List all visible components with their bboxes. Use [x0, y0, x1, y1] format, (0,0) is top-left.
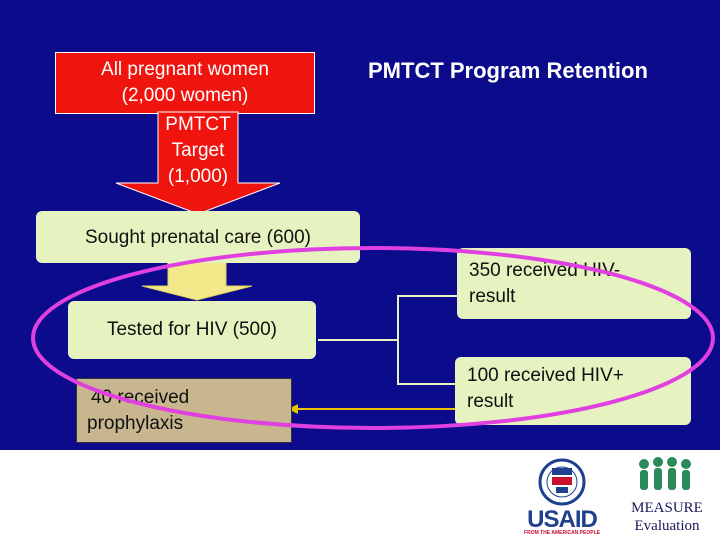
hiv-positive-box: 100 received HIV+ result [455, 357, 691, 425]
positive-line1: 100 received HIV+ [467, 365, 624, 386]
hiv-negative-box: 350 received HIV- result [457, 248, 691, 319]
usaid-seal-icon [538, 458, 586, 506]
target-label: PMTCT Target (1,000) [158, 112, 238, 190]
tested-hiv-box: Tested for HIV (500) [68, 301, 316, 359]
prophylaxis-box: 40 received prophylaxis [76, 378, 292, 443]
target-line1: PMTCT [165, 114, 231, 135]
connector-to-positive [397, 340, 456, 385]
prophylaxis-line2: prophylaxis [87, 413, 184, 434]
negative-line2: result [469, 286, 516, 307]
measure-word: MEASURE [631, 500, 703, 516]
sought-to-tested-arrow [141, 261, 253, 301]
footer: USAID FROM THE AMERICAN PEOPLE MEASURE E… [0, 450, 720, 540]
all-women-line2: (2,000 women) [121, 85, 249, 106]
measure-logo: MEASURE Evaluation [622, 456, 712, 538]
target-line2: Target [171, 140, 225, 161]
negative-line1: 350 received HIV- [469, 260, 621, 281]
people-group-icon [639, 457, 691, 490]
usaid-logo: USAID FROM THE AMERICAN PEOPLE [512, 456, 612, 538]
sought-care-label: Sought prenatal care (600) [84, 227, 312, 248]
connector-to-negative [318, 295, 458, 341]
sought-care-box: Sought prenatal care (600) [36, 211, 360, 263]
measure-sub: Evaluation [634, 518, 700, 534]
all-pregnant-women-box: All pregnant women (2,000 women) [55, 52, 315, 114]
positive-line2: result [467, 391, 514, 412]
target-line3: (1,000) [167, 166, 229, 187]
prophylaxis-line1: 40 received [91, 387, 190, 408]
usaid-word: USAID [527, 506, 598, 533]
tested-hiv-label: Tested for HIV (500) [106, 319, 278, 340]
all-women-line1: All pregnant women [101, 59, 269, 80]
usaid-tagline: FROM THE AMERICAN PEOPLE [524, 530, 600, 536]
slide-title: PMTCT Program Retention [368, 58, 648, 83]
target-arrow [115, 111, 281, 215]
